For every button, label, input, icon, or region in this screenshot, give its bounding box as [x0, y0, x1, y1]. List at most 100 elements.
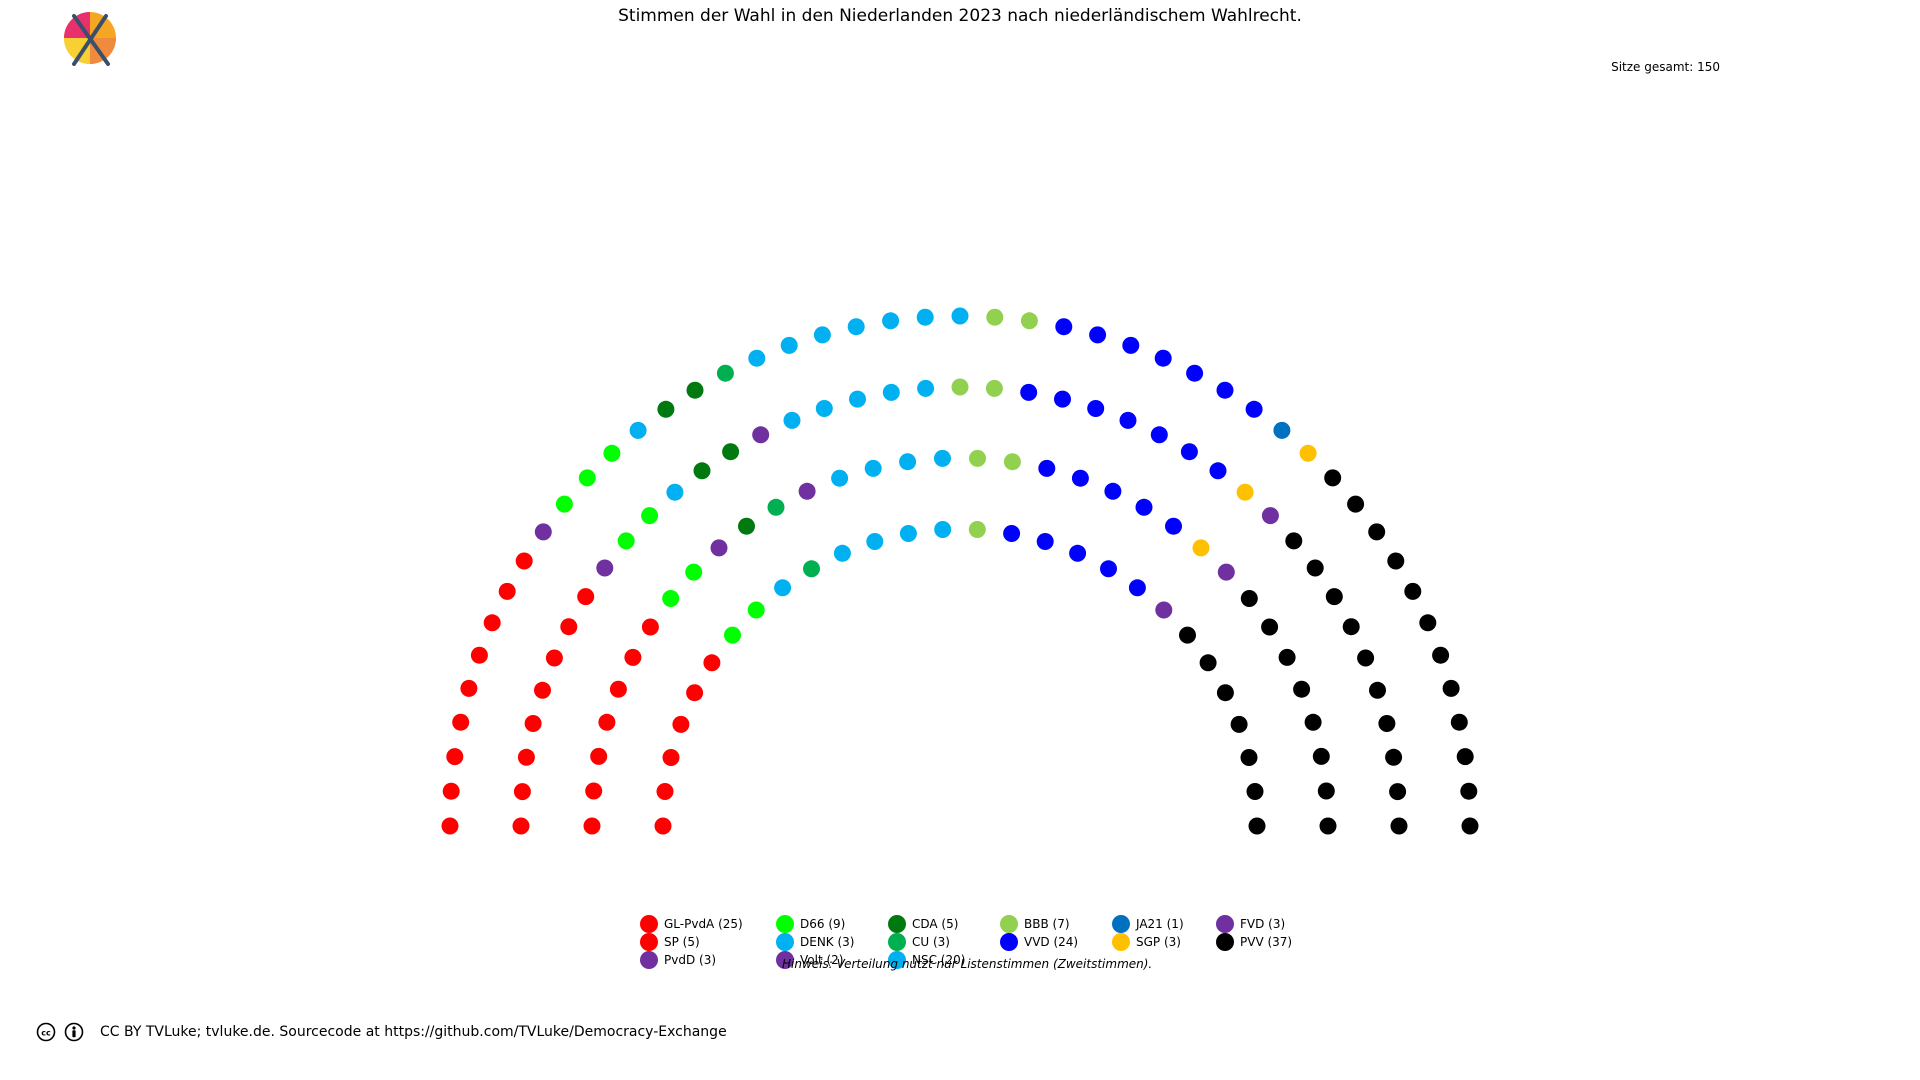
legend-label: PVV (37): [1240, 935, 1293, 949]
legend-swatch: [776, 933, 794, 951]
seat-dot: [1071, 469, 1089, 487]
chart-title: Stimmen der Wahl in den Niederlanden 202…: [618, 6, 1302, 26]
footer: cc CC BY TVLuke; tvluke.de. Sourcecode a…: [36, 1022, 727, 1042]
seat-dot: [517, 748, 535, 766]
seat-dot: [1261, 618, 1279, 636]
legend-item: CU (3): [888, 933, 950, 951]
seat-dot: [609, 680, 627, 698]
seat-dot: [657, 400, 675, 418]
seat-dot: [1304, 713, 1322, 731]
seat-dot: [747, 601, 765, 619]
seat-dot: [603, 444, 621, 462]
seat-dot: [685, 563, 703, 581]
seat-dot: [986, 308, 1004, 326]
seat-dot: [1385, 748, 1403, 766]
legend-label: SGP (3): [1136, 935, 1181, 949]
seat-dot: [446, 748, 464, 766]
seat-dot: [598, 713, 616, 731]
legend-swatch: [1216, 933, 1234, 951]
seat-dot: [899, 525, 917, 542]
legend-item: SP (5): [640, 933, 700, 951]
seat-dot: [585, 782, 603, 800]
seat-dot: [460, 679, 478, 697]
legend-swatch: [888, 915, 906, 933]
legend-swatch: [1000, 915, 1018, 933]
seat-dot: [1240, 590, 1258, 607]
seat-dot: [1461, 817, 1479, 835]
legend-item: FVD (3): [1216, 915, 1285, 933]
legend-label: CU (3): [912, 935, 950, 949]
seats-total-label: Sitze gesamt: 150: [1611, 60, 1720, 74]
seat-dot: [752, 426, 770, 444]
seat-dot: [534, 523, 552, 541]
seat-dot: [1378, 715, 1396, 732]
seat-dot: [783, 411, 801, 429]
seat-dot: [1325, 588, 1343, 606]
seat-dot: [847, 318, 865, 336]
seat-dot: [498, 582, 516, 600]
seat-dot: [1369, 681, 1386, 699]
seat-dot: [590, 747, 608, 765]
seat-dot: [767, 498, 785, 516]
seat-dot: [985, 379, 1003, 397]
seat-dot: [470, 646, 488, 664]
seat-dot: [1069, 544, 1087, 562]
seat-dot: [1186, 364, 1204, 382]
seat-dot: [617, 532, 635, 550]
seat-dot: [1389, 783, 1407, 801]
seat-dot: [560, 618, 578, 636]
by-person-icon: [64, 1022, 84, 1042]
seat-dot: [1104, 482, 1122, 500]
legend-item: GL-PvdA (25): [640, 915, 743, 933]
seat-dot: [1055, 318, 1073, 336]
seat-dot: [629, 421, 647, 439]
legend-swatch: [1000, 933, 1018, 951]
seat-dot: [513, 783, 531, 801]
seat-dot: [1299, 444, 1317, 462]
seat-dot: [1246, 783, 1264, 800]
legend-item: JA21 (1): [1112, 915, 1184, 933]
legend-label: JA21 (1): [1136, 917, 1184, 931]
seat-dot: [1312, 747, 1330, 765]
seat-dot: [1442, 679, 1460, 697]
legend-swatch: [888, 933, 906, 951]
seat-dot: [1306, 559, 1324, 577]
legend-item: CDA (5): [888, 915, 958, 933]
cc-icon: cc: [36, 1022, 56, 1042]
seat-dot: [1450, 713, 1468, 731]
legend-swatch: [888, 951, 906, 969]
seat-dot: [951, 378, 969, 396]
seat-dot: [951, 307, 969, 325]
legend-item: PvdD (3): [640, 951, 716, 969]
seat-dot: [583, 817, 601, 835]
seat-dot: [716, 364, 734, 382]
seat-dot: [512, 817, 530, 835]
seat-dot: [934, 521, 952, 538]
svg-text:cc: cc: [41, 1029, 51, 1038]
seat-dot: [1216, 381, 1234, 399]
seat-dot: [1404, 582, 1422, 600]
legend-label: NSC (20): [912, 953, 966, 967]
seat-dot: [515, 552, 533, 570]
seat-dot: [1456, 748, 1474, 766]
legend-item: PVV (37): [1216, 933, 1292, 951]
seat-dot: [969, 449, 986, 467]
seat-dot: [1342, 618, 1360, 636]
seat-dot: [1179, 626, 1196, 644]
seat-dot: [1285, 532, 1303, 550]
seat-dot: [1240, 749, 1258, 766]
seat-dot: [815, 400, 833, 417]
seat-dot: [882, 312, 900, 330]
seat-dot: [662, 590, 680, 607]
seat-dot: [555, 495, 573, 513]
seat-dot: [641, 618, 659, 636]
seat-dot: [1119, 411, 1137, 429]
seat-dot: [1319, 817, 1337, 835]
seat-dot: [534, 681, 551, 699]
seat-dot: [452, 713, 470, 731]
seat-dot: [1122, 336, 1140, 354]
legend-item: BBB (7): [1000, 915, 1070, 933]
legend-label: Volt (2): [800, 953, 844, 967]
seat-dot: [831, 469, 849, 487]
seat-dot: [1387, 552, 1405, 570]
